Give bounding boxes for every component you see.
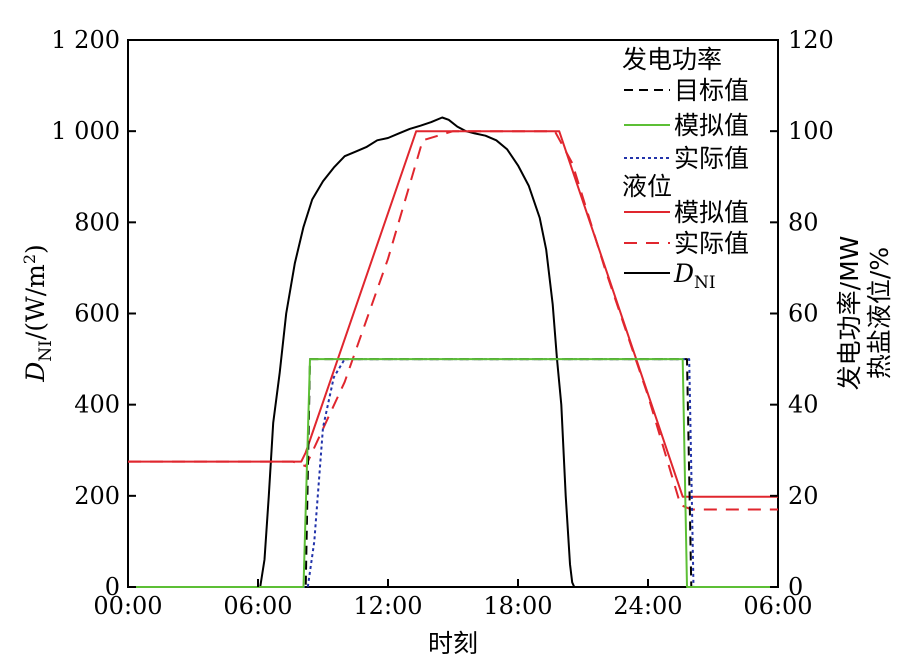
y-left-label-sub: NI — [36, 340, 56, 362]
series-line-power-0 — [128, 358, 778, 588]
y-right-tick-label: 60 — [788, 300, 819, 328]
series-layer — [128, 116, 778, 588]
y-left-tick-label: 1 200 — [51, 26, 120, 54]
y-right-tick-label: 80 — [788, 208, 819, 236]
right-ticks: 0 20 40 60 80 100 120 — [770, 26, 834, 601]
x-axis-title: 时刻 — [428, 629, 478, 658]
legend-power-actual-label: 实际值 — [674, 144, 749, 173]
x-tick-label: 24:00 — [613, 592, 682, 620]
legend-dni-main: D — [673, 259, 694, 288]
y-left-axis-title: DNI/(W/m2) — [20, 244, 56, 383]
y-right-tick-label: 100 — [788, 117, 834, 145]
x-tick-label: 00:00 — [93, 592, 162, 620]
series-line-level-4 — [128, 130, 778, 511]
series-line-power-1 — [128, 358, 778, 588]
legend-level-actual-label: 实际值 — [674, 229, 749, 258]
y-right-tick-label: 40 — [788, 391, 819, 419]
legend-dni-sub: NI — [694, 273, 716, 293]
y-left-label-sup: 2 — [20, 254, 39, 264]
y-right-axis-title-line2: 热盐液位/% — [865, 247, 894, 379]
legend-power-sim-label: 模拟值 — [674, 111, 749, 140]
y-left-tick-label: 400 — [74, 391, 120, 419]
legend-level-sim-label: 模拟值 — [674, 198, 749, 227]
y-left-label-main: D — [21, 362, 50, 383]
y-left-tick-label: 600 — [74, 300, 120, 328]
y-left-label-close: ) — [21, 244, 50, 254]
series-line-5 — [128, 116, 778, 588]
legend: 发电功率 目标值 模拟值 实际值 液位 模拟值 实际值 DNI — [622, 45, 749, 293]
legend-target-label: 目标值 — [674, 76, 749, 105]
y-left-tick-label: 200 — [74, 482, 120, 510]
series-line-power-2 — [128, 358, 778, 588]
y-right-axis-title-line1: 发电功率/MW — [835, 236, 864, 391]
y-left-tick-label: 0 — [105, 573, 120, 601]
left-ticks: 0 200 400 600 800 1 000 1 200 — [51, 26, 136, 601]
y-right-tick-label: 0 — [788, 573, 803, 601]
legend-group-power-title: 发电功率 — [622, 45, 722, 74]
x-ticks: 00:00 06:00 12:00 18:00 24:00 06:00 — [93, 579, 813, 620]
y-left-tick-label: 800 — [74, 208, 120, 236]
x-tick-label: 12:00 — [353, 592, 422, 620]
x-tick-label: 18:00 — [483, 592, 552, 620]
series-line-level-3 — [128, 130, 778, 498]
legend-dni-label: DNI — [673, 259, 716, 293]
x-tick-label: 06:00 — [223, 592, 292, 620]
y-left-label-unit: /(W/m — [21, 264, 50, 340]
y-left-tick-label: 1 000 — [51, 117, 120, 145]
legend-group-level-title: 液位 — [622, 172, 672, 201]
y-right-tick-label: 20 — [788, 482, 819, 510]
y-right-tick-label: 120 — [788, 26, 834, 54]
x-tick-label: 06:00 — [743, 592, 812, 620]
